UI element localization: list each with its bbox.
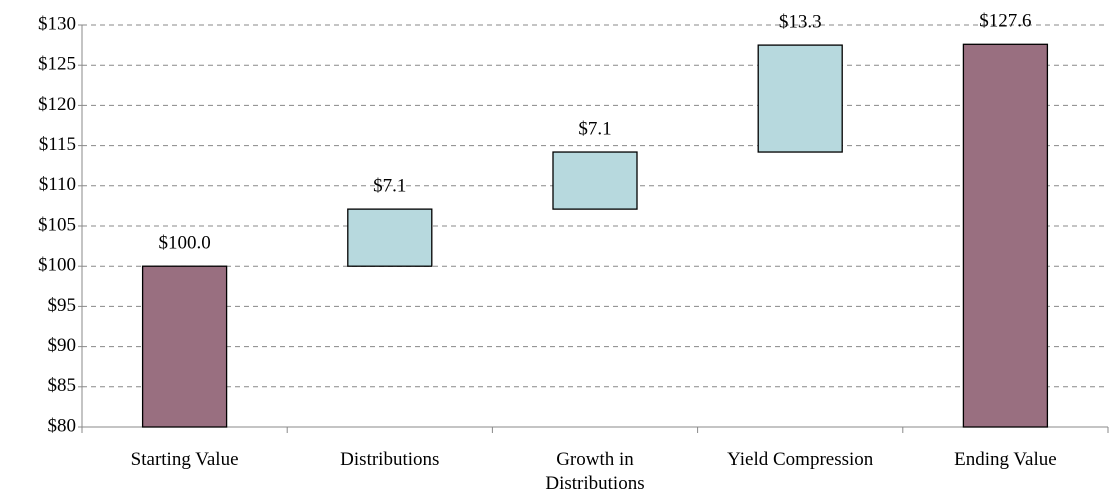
bar [552, 151, 638, 210]
x-tick-label: Yield Compression [727, 449, 874, 470]
bar [962, 43, 1049, 428]
y-tick-label: $125 [38, 54, 76, 75]
y-tick-label: $100 [38, 255, 76, 276]
y-tick-label: $105 [38, 214, 76, 235]
y-tick-label: $120 [38, 94, 76, 115]
data-label: $127.6 [979, 11, 1031, 32]
x-tick-label: Starting Value [130, 449, 239, 470]
bar [141, 265, 228, 428]
y-tick-label: $110 [39, 174, 76, 195]
y-tick-label: $90 [48, 335, 77, 356]
y-tick-label: $85 [48, 375, 77, 396]
data-label: $7.1 [578, 118, 611, 139]
data-label: $7.1 [373, 175, 406, 196]
y-tick-label: $115 [39, 134, 76, 155]
bar [347, 208, 433, 267]
y-tick-label: $130 [38, 13, 76, 34]
data-label: $13.3 [779, 11, 822, 32]
x-tick-label: Ending Value [954, 449, 1057, 470]
data-label: $100.0 [158, 233, 210, 254]
y-tick-label: $80 [48, 415, 77, 436]
x-tick-label: Distributions [340, 449, 440, 470]
y-tick-label: $95 [48, 295, 77, 316]
bar [757, 44, 843, 153]
x-tick-label: Growth in Distributions [545, 449, 645, 494]
